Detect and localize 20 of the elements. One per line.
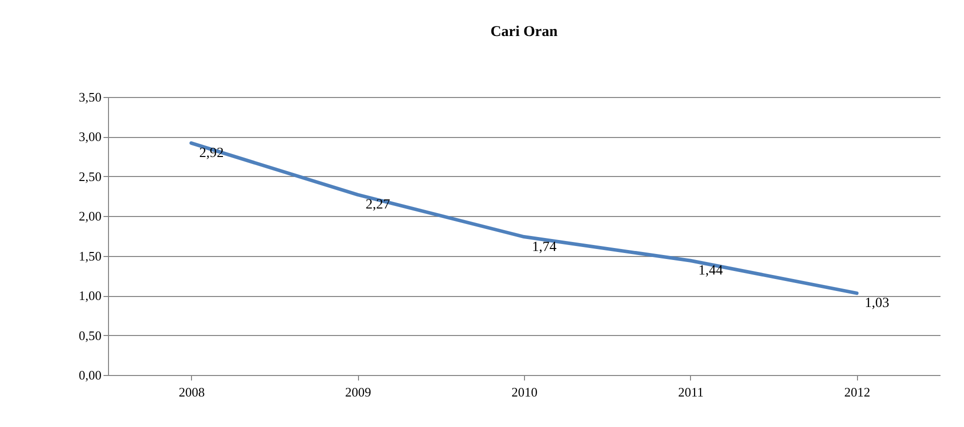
data-label: 1,44 <box>698 264 723 279</box>
y-tick-label: 0,50 <box>78 328 102 343</box>
x-tick-label: 2011 <box>678 384 704 400</box>
x-tick-label: 2010 <box>512 384 538 400</box>
data-label: 1,74 <box>532 240 556 255</box>
data-label: 2,27 <box>366 198 390 213</box>
y-tick-label: 0,00 <box>78 368 102 382</box>
chart-title: Cari Oran <box>490 24 558 40</box>
y-tick-label: 3,50 <box>78 90 102 104</box>
x-tick-label: 2008 <box>178 384 205 400</box>
y-tick-label: 1,00 <box>78 288 102 304</box>
y-tick-label: 2,00 <box>78 208 102 224</box>
line-series <box>189 141 859 295</box>
y-tick-label: 1,50 <box>78 248 102 264</box>
y-tick-label: 3,00 <box>78 129 102 144</box>
x-tick-label: 2009 <box>345 384 372 400</box>
x-tick-label: 2012 <box>844 384 870 400</box>
data-label: 1,03 <box>864 296 890 312</box>
y-tick-label: 2,50 <box>78 168 102 184</box>
data-label: 2,92 <box>199 146 224 162</box>
